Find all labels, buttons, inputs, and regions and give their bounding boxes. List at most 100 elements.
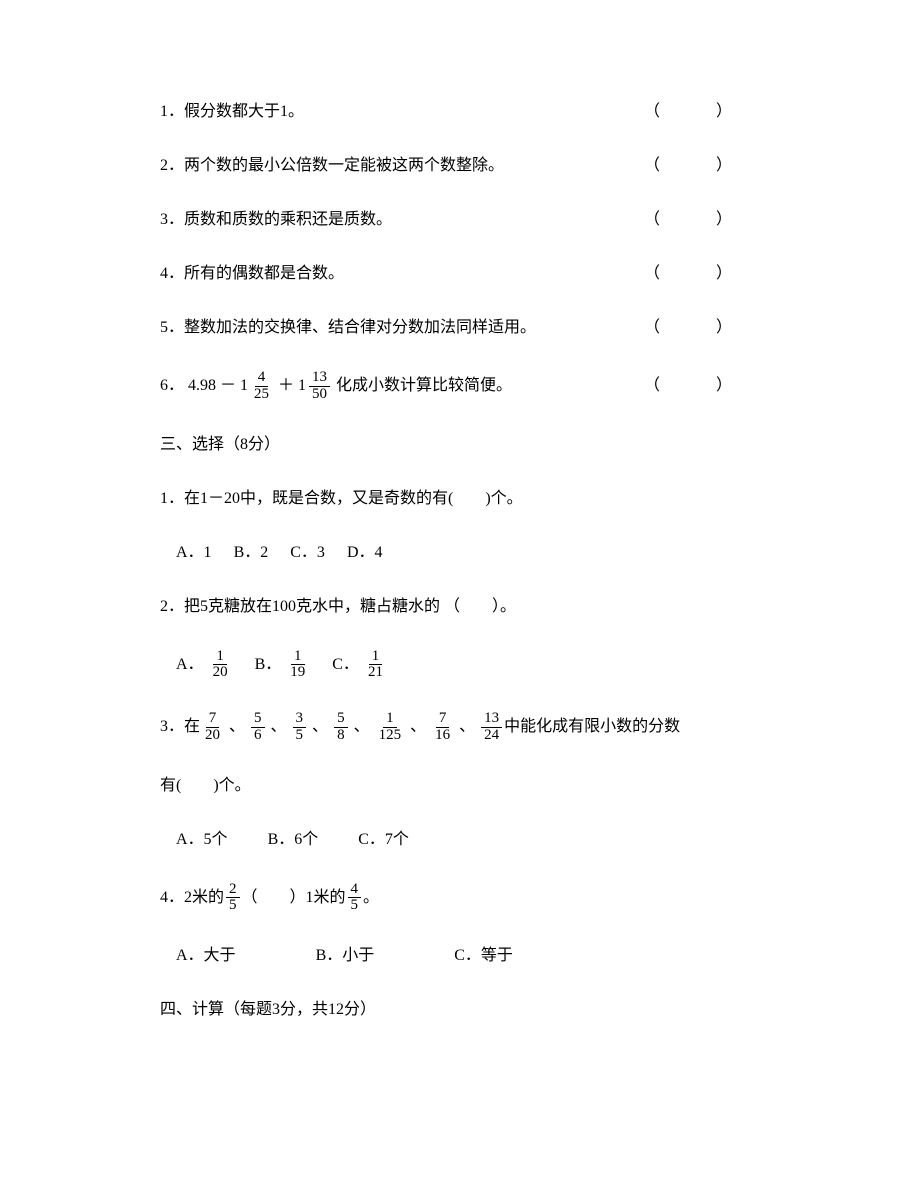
tf-q3-paren: （ ） [644, 208, 760, 232]
mc-q2-opt-b-den: 19 [287, 665, 308, 681]
mc-q3-frac-4: 1125 [376, 711, 405, 744]
tf-q6-m2-frac: 13 50 [309, 370, 330, 403]
mc-q3-line1: 3．在 720、56、35、58、1125、716、1324 中能化成有限小数的… [160, 711, 760, 744]
mc-q3-frac-6-den: 24 [481, 728, 502, 744]
mc-q3-frac-6-num: 13 [481, 711, 502, 728]
mc-q2-opt-c-den: 21 [365, 665, 386, 681]
mc-q3-frac-3-num: 5 [334, 711, 348, 728]
tf-q5-paren: （ ） [644, 316, 760, 340]
mc-q3-frac-4-num: 1 [383, 711, 397, 728]
mc-q1-text: 1．在1－20中，既是合数，又是奇数的有( )个。 [160, 487, 523, 511]
tf-q6-m2-den: 50 [309, 387, 330, 403]
mc-q3-sep-4: 、 [410, 715, 426, 739]
tf-q6-minus: － [220, 377, 236, 394]
mc-q3-frac-1-den: 6 [251, 728, 265, 744]
mc-q2-text: 2．把5克糖放在100克水中，糖占糖水的 （ ）。 [160, 595, 516, 619]
section-3-title: 三、选择（8分） [160, 433, 760, 457]
tf-q6-m1-whole: 1 [240, 374, 248, 398]
mc-q4-options: A．大于 B．小于 C．等于 [160, 944, 760, 968]
tf-q6-m2: 1 13 50 [298, 370, 332, 403]
mc-q3-sep-5: 、 [459, 715, 475, 739]
mc-q3-frac-2: 35 [293, 711, 307, 744]
mc-q3-line2: 有( )个。 [160, 774, 760, 798]
mc-q4-opt-c: C．等于 [454, 944, 513, 968]
tf-q6-m1-den: 25 [251, 387, 272, 403]
tf-q6-m1-num: 4 [255, 370, 269, 387]
mc-q3-lead: 3．在 [160, 715, 200, 739]
mc-q3-frac-0: 720 [202, 711, 223, 744]
tf-q4-row: 4．所有的偶数都是合数。 （ ） [160, 262, 760, 286]
mc-q4-end: 。 [363, 886, 379, 910]
mc-q1-opt-b: B．2 [234, 541, 269, 565]
mc-q3-frac-5: 716 [432, 711, 453, 744]
mc-q3-frac-0-den: 20 [202, 728, 223, 744]
mc-q3-frac-2-num: 3 [293, 711, 307, 728]
mc-q3-frac-list: 720、56、35、58、1125、716、1324 [200, 711, 504, 744]
tf-q5: 5．整数加法的交换律、结合律对分数加法同样适用。 （ ） [160, 316, 760, 340]
tf-q6-m1: 1 4 25 [240, 370, 274, 403]
tf-q6-paren: （ ） [644, 374, 760, 398]
mc-q3-frac-1-num: 5 [251, 711, 265, 728]
mc-q2-opt-c-num: 1 [369, 649, 383, 666]
tf-q3: 3．质数和质数的乘积还是质数。 （ ） [160, 208, 760, 232]
mc-q2-opt-a-frac: 1 20 [210, 649, 231, 682]
mc-q4-lead: 4． [160, 886, 184, 910]
mc-q2-opt-a-den: 20 [210, 665, 231, 681]
tf-q1-text: 1．假分数都大于1。 [160, 100, 304, 124]
tf-q3-row: 3．质数和质数的乘积还是质数。 （ ） [160, 208, 760, 232]
mc-q2-opt-b: B． 1 19 [255, 649, 311, 682]
tf-q2: 2．两个数的最小公倍数一定能被这两个数整除。 （ ） [160, 154, 760, 178]
tf-q6: 6． 4.98 － 1 4 25 ＋ 1 13 50 化成小数计算比较简便。 （… [160, 370, 760, 403]
mc-q1-opt-a: A．1 [176, 541, 212, 565]
mc-q3-opt-c: C．7个 [358, 828, 409, 852]
tf-q1-row: 1．假分数都大于1。 （ ） [160, 100, 760, 124]
tf-q3-text: 3．质数和质数的乘积还是质数。 [160, 208, 392, 232]
tf-q6-text: 6． 4.98 － 1 4 25 ＋ 1 13 50 化成小数计算比较简便。 [160, 370, 512, 403]
mc-q2-opt-b-num: 1 [291, 649, 305, 666]
tf-q4-paren: （ ） [644, 262, 760, 286]
mc-q3-frac-2-den: 5 [293, 728, 307, 744]
tf-q6-row: 6． 4.98 － 1 4 25 ＋ 1 13 50 化成小数计算比较简便。 （… [160, 370, 760, 403]
mc-q3-opt-b: B．6个 [268, 828, 319, 852]
mc-q3-sep-1: 、 [271, 715, 287, 739]
tf-q6-val: 4.98 [188, 377, 216, 394]
mc-q3-frac-5-den: 16 [432, 728, 453, 744]
mc-q3-sep-3: 、 [354, 715, 370, 739]
mc-q2: 2．把5克糖放在100克水中，糖占糖水的 （ ）。 [160, 595, 760, 619]
mc-q3-frac-3-den: 8 [334, 728, 348, 744]
tf-q6-tail: 化成小数计算比较简便。 [336, 377, 512, 394]
tf-q6-m2-whole: 1 [298, 374, 306, 398]
tf-q1: 1．假分数都大于1。 （ ） [160, 100, 760, 124]
mc-q4-opt-a: A．大于 [176, 944, 236, 968]
mc-q2-opt-c-label: C． [332, 653, 359, 677]
mc-q4: 4． 2米的 2 5 （ ）1米的 4 5 。 [160, 882, 760, 915]
mc-q2-opt-b-label: B． [255, 653, 282, 677]
tf-q4: 4．所有的偶数都是合数。 （ ） [160, 262, 760, 286]
mc-q1-opt-d: D．4 [347, 541, 383, 565]
mc-q4-f2-den: 5 [348, 898, 362, 914]
mc-q3-frac-6: 1324 [481, 711, 502, 744]
tf-q6-m1-frac: 4 25 [251, 370, 272, 403]
mc-q4-f2-num: 4 [348, 882, 362, 899]
mc-q4-f1-den: 5 [226, 898, 240, 914]
mc-q3-frac-5-num: 7 [436, 711, 450, 728]
mc-q4-opt-b: B．小于 [316, 944, 375, 968]
mc-q1: 1．在1－20中，既是合数，又是奇数的有( )个。 [160, 487, 760, 511]
tf-q1-paren: （ ） [644, 100, 760, 124]
tf-q4-text: 4．所有的偶数都是合数。 [160, 262, 344, 286]
section-4-title: 四、计算（每题3分，共12分） [160, 998, 760, 1022]
mc-q2-opt-a-label: A． [176, 653, 204, 677]
tf-q2-paren: （ ） [644, 154, 760, 178]
mc-q3-frac-0-num: 7 [206, 711, 220, 728]
tf-q2-row: 2．两个数的最小公倍数一定能被这两个数整除。 （ ） [160, 154, 760, 178]
mc-q4-mid: （ ）1米的 [242, 886, 346, 910]
mc-q2-opt-a-num: 1 [213, 649, 227, 666]
tf-q6-m2-num: 13 [309, 370, 330, 387]
mc-q4-f1: 2 5 [226, 882, 240, 915]
section-4-title-text: 四、计算（每题3分，共12分） [160, 998, 376, 1022]
tf-q5-text: 5．整数加法的交换律、结合律对分数加法同样适用。 [160, 316, 536, 340]
mc-q3-sep-2: 、 [312, 715, 328, 739]
mc-q4-p1: 2米的 [184, 886, 224, 910]
mc-q3-tail: 中能化成有限小数的分数 [504, 715, 680, 739]
mc-q3-sep-0: 、 [229, 715, 245, 739]
